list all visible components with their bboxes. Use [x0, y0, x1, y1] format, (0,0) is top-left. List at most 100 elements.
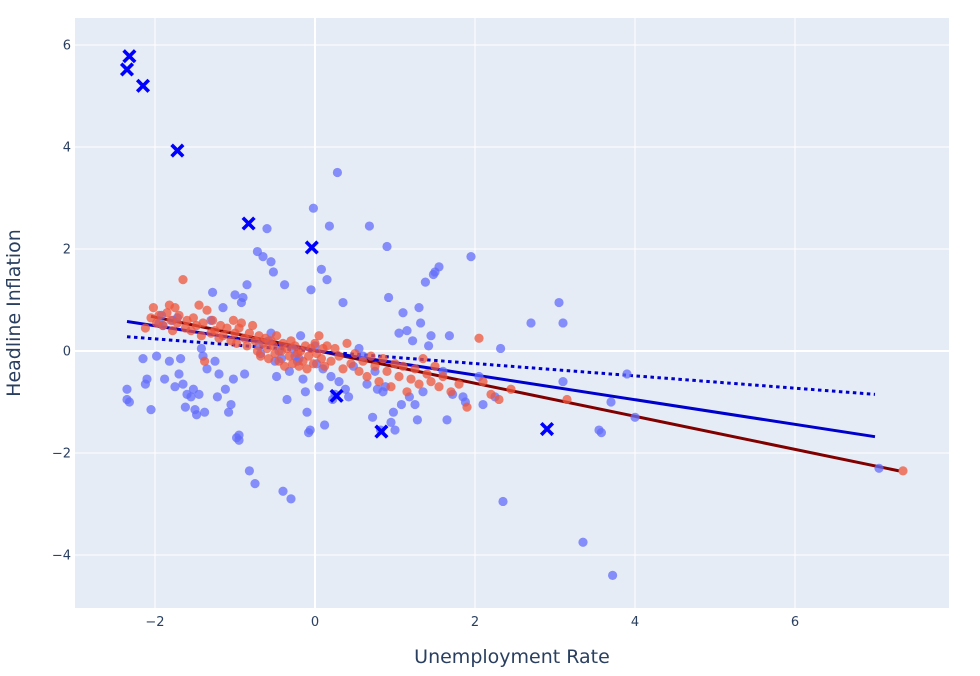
y-tick-label: 0	[63, 345, 71, 360]
data-point	[142, 374, 152, 384]
data-point	[240, 369, 250, 379]
data-point	[350, 348, 360, 359]
x-tick-label: 2	[471, 615, 479, 630]
x-marker-point	[539, 421, 555, 437]
data-point	[444, 331, 454, 341]
data-point	[414, 303, 424, 313]
data-point	[124, 397, 134, 407]
data-point	[362, 379, 372, 389]
data-point	[158, 320, 168, 331]
x-marker-point	[170, 143, 185, 158]
data-point	[386, 382, 396, 392]
data-point	[466, 252, 476, 262]
data-point	[244, 328, 254, 338]
data-point	[170, 303, 180, 313]
data-point	[194, 389, 204, 399]
data-point	[170, 382, 180, 392]
data-point	[398, 361, 408, 371]
data-point	[498, 496, 508, 507]
data-point	[430, 361, 440, 371]
data-point	[226, 399, 236, 410]
data-point	[160, 374, 170, 384]
data-point	[234, 435, 244, 445]
x-marker-point	[241, 216, 256, 231]
x-tick-label: 4	[631, 615, 639, 630]
data-point	[416, 318, 426, 328]
data-point	[554, 297, 564, 308]
y-tick-label: 6	[63, 39, 71, 54]
data-point	[496, 343, 506, 354]
x-tick-label: 0	[311, 615, 319, 630]
data-point	[368, 412, 378, 422]
data-point	[250, 479, 260, 489]
data-point	[622, 369, 632, 379]
data-point	[426, 331, 436, 341]
data-point	[162, 308, 172, 318]
y-tick-label: −4	[52, 549, 71, 564]
data-point	[242, 341, 252, 351]
data-point	[324, 221, 334, 231]
data-point	[434, 382, 444, 392]
data-point	[310, 338, 320, 348]
data-point	[578, 537, 588, 547]
data-point	[478, 399, 488, 410]
y-axis-title: Headline Inflation	[3, 229, 25, 397]
data-point	[424, 341, 434, 351]
data-point	[606, 397, 616, 407]
data-point	[248, 320, 258, 331]
data-point	[446, 387, 456, 397]
data-point	[364, 221, 374, 231]
data-point	[212, 392, 222, 402]
data-point	[526, 318, 536, 328]
data-point	[232, 338, 242, 348]
data-point	[154, 310, 164, 320]
data-point	[326, 356, 336, 366]
data-point	[174, 369, 184, 379]
data-point	[268, 267, 278, 277]
data-point	[338, 364, 348, 374]
x-marker-point	[135, 78, 151, 93]
data-point	[174, 310, 184, 320]
data-point	[410, 399, 420, 410]
data-point	[202, 305, 212, 315]
data-point	[412, 415, 422, 425]
x-tick-label: −2	[145, 615, 164, 630]
data-point	[322, 341, 332, 351]
data-point	[224, 407, 234, 417]
data-point	[208, 315, 218, 325]
data-point	[308, 359, 318, 369]
data-point	[272, 331, 282, 341]
data-point	[304, 351, 314, 361]
data-point	[402, 326, 412, 336]
data-point	[378, 354, 388, 364]
data-point	[332, 167, 342, 178]
data-point	[200, 356, 210, 366]
data-point	[326, 371, 336, 382]
data-point	[208, 287, 218, 297]
data-point	[268, 341, 278, 351]
data-point	[280, 280, 290, 290]
data-point	[558, 377, 568, 387]
data-point	[218, 331, 228, 341]
data-point	[406, 374, 416, 384]
data-point	[562, 394, 572, 405]
data-point	[228, 315, 238, 325]
data-point	[382, 366, 392, 376]
data-point	[148, 303, 158, 313]
data-point	[898, 466, 908, 476]
data-point	[282, 394, 292, 405]
data-point	[320, 361, 330, 371]
data-point	[280, 361, 290, 371]
data-point	[264, 354, 274, 364]
data-point	[608, 570, 618, 581]
data-point	[172, 318, 182, 328]
data-point	[198, 318, 208, 328]
data-point	[244, 466, 254, 476]
data-point	[874, 463, 884, 473]
data-point	[242, 280, 252, 290]
data-point	[418, 354, 428, 364]
data-point	[308, 203, 318, 213]
data-point	[202, 364, 212, 374]
data-points	[119, 49, 908, 581]
